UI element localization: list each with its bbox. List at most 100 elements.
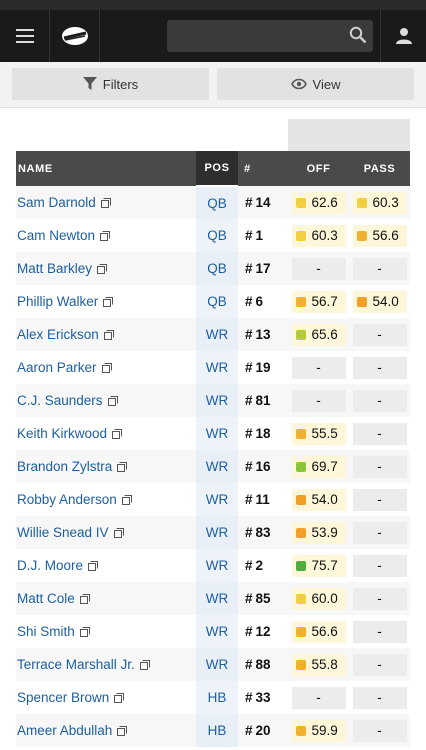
off-grade-badge: - (291, 389, 346, 412)
off-cell: 75.7 (288, 549, 349, 582)
position-cell: WR (196, 615, 238, 648)
hash-symbol: # (245, 294, 253, 309)
off-grade-value: 60.3 (311, 228, 338, 243)
player-name-link[interactable]: Sam Darnold (17, 195, 96, 210)
off-grade-badge: 60.3 (291, 224, 346, 247)
copy-icon[interactable] (100, 229, 111, 241)
copy-icon[interactable] (79, 592, 90, 604)
player-name-link[interactable]: Keith Kirkwood (17, 426, 108, 441)
off-grade-badge: 56.6 (291, 620, 346, 643)
pass-cell: - (349, 351, 410, 384)
filters-label: Filters (102, 76, 139, 92)
player-name-link[interactable]: Willie Snead IV (17, 525, 109, 540)
user-account-button[interactable] (380, 10, 426, 62)
hash-symbol: # (245, 327, 253, 342)
column-header-name[interactable]: NAME (18, 162, 53, 175)
player-name-link[interactable]: Ameer Abdullah (17, 723, 113, 738)
player-name-link[interactable]: Alex Erickson (17, 327, 99, 342)
pass-grade-value: - (377, 723, 382, 738)
pass-grade-value: 60.3 (372, 195, 399, 210)
grade-color-indicator (295, 560, 306, 571)
grade-color-indicator (295, 428, 306, 439)
table-row: Brandon Zylstra WR #16 69.7 - (16, 450, 410, 483)
player-name-link[interactable]: D.J. Moore (17, 558, 84, 573)
copy-icon[interactable] (139, 658, 150, 670)
copy-icon[interactable] (114, 691, 125, 703)
off-grade-badge: 55.5 (291, 422, 346, 445)
player-name-link[interactable]: Terrace Marshall Jr. (17, 657, 135, 672)
pff-logo[interactable] (50, 10, 100, 62)
hash-symbol: # (245, 525, 253, 540)
player-name-link[interactable]: C.J. Saunders (17, 393, 103, 408)
off-grade-badge: 75.7 (291, 554, 346, 577)
search-input[interactable] (167, 20, 373, 52)
copy-icon[interactable] (117, 724, 128, 736)
hash-symbol: # (245, 723, 253, 738)
off-cell: 55.5 (288, 417, 349, 450)
off-grade-value: 65.6 (311, 327, 338, 342)
player-name-link[interactable]: Spencer Brown (17, 690, 110, 705)
off-grade-value: 54.0 (311, 492, 338, 507)
off-cell: 60.0 (288, 582, 349, 615)
off-grade-value: 53.9 (311, 525, 338, 540)
off-grade-badge: 62.6 (291, 191, 346, 214)
copy-icon[interactable] (107, 394, 118, 406)
jersey-number-value: 19 (255, 360, 271, 375)
column-header-pass[interactable]: PASS (363, 162, 396, 175)
grade-color-indicator (295, 230, 306, 241)
copy-icon[interactable] (121, 493, 132, 505)
pass-cell: - (349, 582, 410, 615)
off-cell: 56.6 (288, 615, 349, 648)
off-grade-badge: - (291, 257, 346, 280)
pass-cell: - (349, 417, 410, 450)
copy-icon[interactable] (112, 427, 123, 439)
view-button[interactable]: View (217, 68, 414, 100)
grade-color-indicator (295, 494, 306, 505)
grade-color-indicator (295, 725, 306, 736)
player-name-link[interactable]: Shi Smith (17, 624, 75, 639)
filters-button[interactable]: Filters (12, 68, 209, 100)
hash-symbol: # (245, 591, 253, 606)
jersey-number-cell: #14 (238, 186, 288, 219)
copy-icon[interactable] (103, 328, 114, 340)
copy-icon[interactable] (101, 361, 112, 373)
off-grade-badge: 59.9 (291, 719, 346, 742)
position-cell: WR (196, 582, 238, 615)
copy-icon[interactable] (117, 460, 128, 472)
copy-icon[interactable] (88, 559, 99, 571)
copy-icon[interactable] (79, 625, 90, 637)
player-name-cell: Sam Darnold (16, 186, 196, 219)
player-name-link[interactable]: Phillip Walker (17, 294, 99, 309)
jersey-number-value: 6 (255, 294, 264, 309)
off-grade-badge: 69.7 (291, 455, 346, 478)
pass-cell: 60.3 (349, 186, 410, 219)
copy-icon[interactable] (97, 262, 108, 274)
jersey-number-cell: #1 (238, 219, 288, 252)
player-name-link[interactable]: Brandon Zylstra (17, 459, 113, 474)
jersey-number-cell: #18 (238, 417, 288, 450)
pass-grade-badge: - (352, 587, 407, 610)
jersey-number-value: 20 (255, 723, 271, 738)
player-name-link[interactable]: Matt Barkley (17, 261, 93, 276)
column-header-pos[interactable]: POS (196, 151, 238, 187)
player-name-link[interactable]: Cam Newton (17, 228, 96, 243)
copy-icon[interactable] (113, 526, 124, 538)
menu-button[interactable] (0, 10, 50, 62)
player-name-cell: C.J. Saunders (16, 384, 196, 417)
search-icon[interactable] (349, 26, 367, 44)
pass-cell: - (349, 516, 410, 549)
player-name-link[interactable]: Aaron Parker (17, 360, 97, 375)
table-row: Cam Newton QB #1 60.3 56.6 (16, 219, 410, 252)
jersey-number-value: 13 (255, 327, 271, 342)
table-row: Shi Smith WR #12 56.6 - (16, 615, 410, 648)
column-header-number[interactable]: # (244, 162, 251, 175)
copy-icon[interactable] (103, 295, 114, 307)
off-cell: 54.0 (288, 483, 349, 516)
position-cell: WR (196, 318, 238, 351)
table-row: Phillip Walker QB #6 56.7 54.0 (16, 285, 410, 318)
player-name-link[interactable]: Robby Anderson (17, 492, 117, 507)
jersey-number-cell: #17 (238, 252, 288, 285)
copy-icon[interactable] (100, 196, 111, 208)
column-header-off[interactable]: OFF (306, 162, 331, 175)
player-name-link[interactable]: Matt Cole (17, 591, 75, 606)
